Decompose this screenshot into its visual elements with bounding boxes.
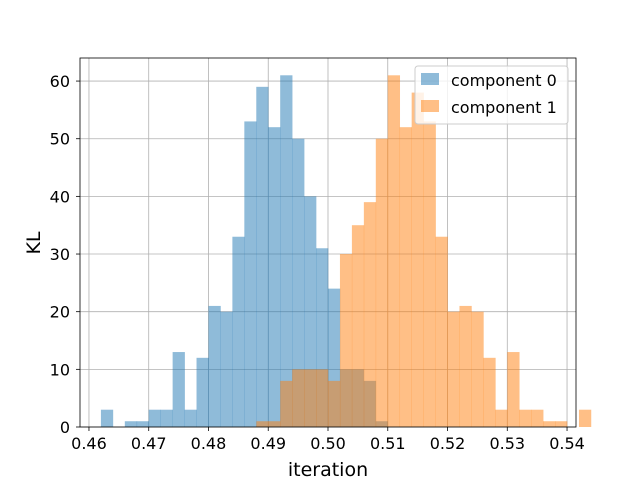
legend-label-component-0: component 0 (451, 71, 557, 90)
legend-swatch-component-0 (421, 73, 439, 85)
bar-component-0 (244, 121, 257, 427)
bar-component-0 (100, 409, 114, 427)
y-axis-ticks: 0 10 20 30 40 50 60 (50, 72, 80, 437)
bar-component-0 (184, 409, 197, 427)
bar-component-1 (375, 138, 389, 427)
histogram-bars (100, 75, 592, 427)
bar-component-1 (280, 380, 293, 427)
bar-component-1 (495, 409, 508, 427)
bar-component-0 (208, 305, 221, 427)
bar-component-1 (411, 92, 424, 427)
bar-component-0 (136, 421, 150, 427)
bar-component-0 (280, 75, 293, 427)
y-tick-label: 40 (50, 187, 70, 206)
x-tick-label: 0.54 (549, 434, 585, 453)
bar-component-1 (531, 409, 544, 427)
bar-component-1 (399, 127, 412, 427)
bar-component-0 (148, 409, 161, 427)
legend: component 0 component 1 (414, 65, 569, 125)
x-tick-label: 0.52 (430, 434, 466, 453)
legend-label-component-1: component 1 (451, 98, 557, 117)
bar-component-1 (471, 311, 484, 427)
y-tick-label: 10 (50, 360, 70, 379)
bar-component-1 (387, 75, 401, 427)
bar-component-1 (578, 409, 592, 427)
bar-component-0 (196, 357, 209, 427)
bar-component-1 (519, 409, 532, 427)
bar-component-0 (268, 127, 281, 427)
bar-component-1 (316, 369, 329, 427)
bar-component-1 (435, 236, 448, 427)
bar-component-1 (423, 121, 436, 427)
bar-component-0 (172, 352, 185, 427)
x-tick-label: 0.53 (489, 434, 525, 453)
bar-component-1 (304, 369, 317, 427)
bar-component-1 (292, 369, 305, 427)
bar-component-0 (256, 86, 269, 427)
bar-component-1 (483, 357, 496, 427)
bar-component-1 (459, 305, 472, 427)
bar-component-0 (292, 138, 305, 427)
y-tick-label: 50 (50, 130, 70, 149)
legend-swatch-component-1 (421, 100, 439, 112)
x-tick-label: 0.47 (131, 434, 167, 453)
x-tick-label: 0.46 (71, 434, 107, 453)
y-tick-label: 30 (50, 245, 70, 264)
bar-component-1 (339, 254, 353, 427)
y-tick-label: 20 (50, 303, 70, 322)
x-tick-label: 0.51 (370, 434, 406, 453)
series-component-1 (256, 75, 592, 427)
bar-component-0 (232, 236, 245, 427)
y-tick-label: 0 (60, 418, 70, 437)
legend-box (414, 65, 569, 125)
bar-component-1 (543, 421, 556, 427)
bar-component-0 (220, 311, 233, 427)
x-axis-label: iteration (288, 459, 368, 480)
bar-component-0 (160, 409, 173, 427)
bar-component-1 (268, 421, 281, 427)
bar-component-1 (363, 202, 377, 427)
bar-component-1 (507, 352, 520, 427)
x-axis-ticks: 0.46 0.47 0.48 0.49 0.50 0.51 0.52 0.53 0.54 (71, 427, 585, 453)
bar-component-1 (555, 421, 568, 427)
bar-component-1 (328, 380, 341, 427)
bar-component-1 (256, 421, 269, 427)
x-tick-label: 0.48 (191, 434, 227, 453)
bar-component-1 (447, 311, 460, 427)
y-axis-label: KL (23, 231, 45, 254)
y-tick-label: 60 (50, 72, 70, 91)
x-tick-label: 0.50 (310, 434, 346, 453)
bar-component-1 (351, 225, 365, 427)
x-tick-label: 0.49 (250, 434, 286, 453)
bar-component-0 (124, 421, 138, 427)
